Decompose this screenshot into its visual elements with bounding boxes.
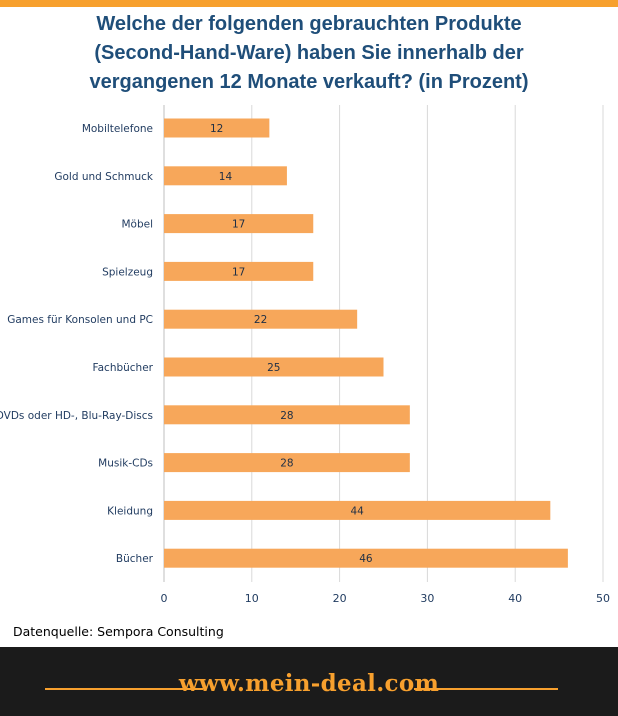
chart-title-line-2: (Second-Hand-Ware) haben Sie innerhalb d… bbox=[94, 42, 524, 64]
chart-title: Welche der folgenden gebrauchten Produkt… bbox=[20, 10, 598, 97]
bar bbox=[164, 453, 410, 473]
x-tick-label: 50 bbox=[596, 592, 610, 605]
bar bbox=[164, 118, 270, 138]
bar bbox=[164, 166, 287, 186]
bar-value-label: 25 bbox=[267, 362, 280, 374]
x-tick-label: 20 bbox=[333, 592, 347, 605]
bar bbox=[164, 405, 410, 425]
x-tick-label: 0 bbox=[161, 592, 168, 605]
chart-title-line-1: Welche der folgenden gebrauchten Produkt… bbox=[96, 13, 522, 35]
bar bbox=[164, 357, 384, 377]
bar-value-label: 28 bbox=[280, 410, 293, 422]
category-label: Spielzeug bbox=[102, 266, 153, 278]
chart-title-line-3: vergangenen 12 Monate verkauft? (in Proz… bbox=[89, 71, 529, 93]
bar-value-label: 28 bbox=[280, 458, 293, 470]
bar-value-label: 22 bbox=[254, 314, 267, 326]
category-label: Musik-CDs bbox=[98, 458, 153, 470]
bar-value-label: 17 bbox=[232, 266, 245, 278]
category-label: Bücher bbox=[116, 553, 154, 565]
bar bbox=[164, 500, 551, 520]
bar-chart: 0 10 20 30 40 50 12 Mobiltelefone 14 Gold und Sch… bbox=[0, 105, 610, 605]
footer-site-link[interactable]: www.mein-deal.com bbox=[178, 670, 440, 697]
bar-value-label: 14 bbox=[219, 171, 233, 183]
x-tick-label: 40 bbox=[508, 592, 522, 605]
bar-value-label: 44 bbox=[350, 505, 364, 517]
source-note: Datenquelle: Sempora Consulting bbox=[13, 624, 224, 639]
bar-value-label: 17 bbox=[232, 219, 245, 231]
bar bbox=[164, 214, 314, 234]
footer-left-rule bbox=[45, 688, 203, 690]
bar bbox=[164, 261, 314, 281]
category-label: Games für Konsolen und PC bbox=[7, 314, 153, 326]
footer-right-rule bbox=[414, 688, 558, 690]
footer-banner bbox=[0, 647, 618, 716]
bar-value-label: 12 bbox=[210, 123, 223, 135]
bar bbox=[164, 548, 568, 568]
category-label: Möbel bbox=[121, 219, 153, 231]
x-tick-label: 30 bbox=[420, 592, 434, 605]
bar bbox=[164, 309, 358, 329]
x-tick-label: 10 bbox=[245, 592, 259, 605]
category-label: Mobiltelefone bbox=[82, 123, 153, 135]
category-label: Gold und Schmuck bbox=[54, 171, 154, 183]
top-accent-bar bbox=[0, 0, 618, 7]
category-label: Kleidung bbox=[107, 505, 153, 517]
category-label: Fachbücher bbox=[93, 362, 154, 374]
bar-value-label: 46 bbox=[359, 553, 373, 565]
category-label: DVDs oder HD-, Blu-Ray-Discs bbox=[0, 410, 153, 422]
